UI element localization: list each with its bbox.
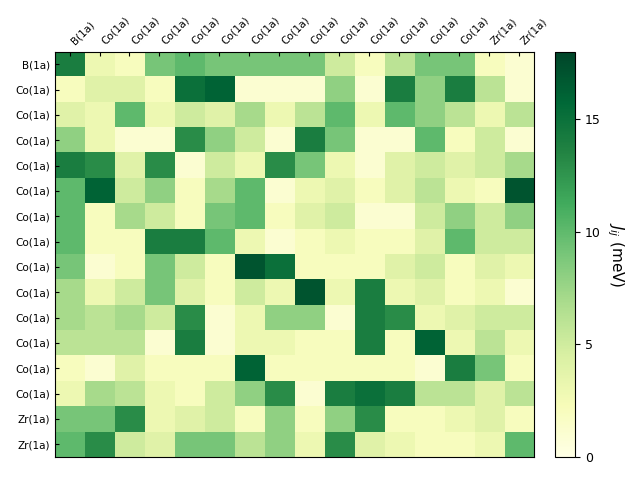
Y-axis label: $J_{ij}$ (meV): $J_{ij}$ (meV) (605, 222, 625, 287)
